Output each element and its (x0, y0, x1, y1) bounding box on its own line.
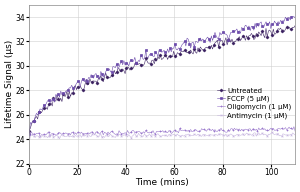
Legend: Untreated, FCCP (5 μM), Oligomycin (1 μM), Antimycin (1 μM): Untreated, FCCP (5 μM), Oligomycin (1 μM… (217, 88, 292, 119)
Oligomycin (1 μM) (292, 126, 296, 128)
Oligomycin (1 μM) (253, 129, 257, 132)
Oligomycin (1 μM) (27, 134, 31, 136)
FCCP (5 μM) (293, 17, 297, 19)
Oligomycin (1 μM) (267, 130, 270, 132)
Untreated (169, 55, 173, 58)
FCCP (5 μM) (105, 68, 109, 70)
FCCP (5 μM) (100, 73, 104, 75)
FCCP (5 μM) (169, 51, 173, 53)
Untreated (27, 129, 31, 132)
Oligomycin (1 μM) (38, 136, 42, 138)
Oligomycin (1 μM) (171, 131, 174, 134)
Antimycin (1 μM) (267, 133, 270, 135)
FCCP (5 μM) (260, 25, 264, 27)
Oligomycin (1 μM) (101, 134, 105, 136)
FCCP (5 μM) (252, 29, 256, 31)
Oligomycin (1 μM) (262, 128, 266, 131)
Antimycin (1 μM) (270, 131, 274, 134)
Antimycin (1 μM) (101, 135, 105, 137)
FCCP (5 μM) (266, 23, 269, 25)
X-axis label: Time (mins): Time (mins) (135, 178, 189, 187)
FCCP (5 μM) (290, 16, 293, 18)
Oligomycin (1 μM) (293, 130, 297, 132)
Y-axis label: Lifetime Signal (μs): Lifetime Signal (μs) (5, 40, 14, 128)
Antimycin (1 μM) (171, 134, 174, 136)
Antimycin (1 μM) (253, 132, 257, 134)
Oligomycin (1 μM) (106, 131, 110, 133)
Antimycin (1 μM) (262, 134, 266, 136)
Antimycin (1 μM) (58, 138, 61, 140)
Line: FCCP (5 μM): FCCP (5 μM) (28, 16, 296, 135)
Line: Oligomycin (1 μM): Oligomycin (1 μM) (28, 126, 296, 138)
Untreated (266, 36, 269, 38)
Untreated (293, 24, 297, 27)
Antimycin (1 μM) (106, 136, 110, 138)
Line: Untreated: Untreated (28, 25, 296, 132)
Line: Antimycin (1 μM): Antimycin (1 μM) (28, 132, 296, 140)
Untreated (100, 78, 104, 80)
Untreated (105, 76, 109, 78)
Untreated (260, 30, 264, 32)
FCCP (5 μM) (27, 133, 31, 135)
Antimycin (1 μM) (27, 136, 31, 138)
Antimycin (1 μM) (293, 134, 297, 136)
Untreated (252, 38, 256, 41)
